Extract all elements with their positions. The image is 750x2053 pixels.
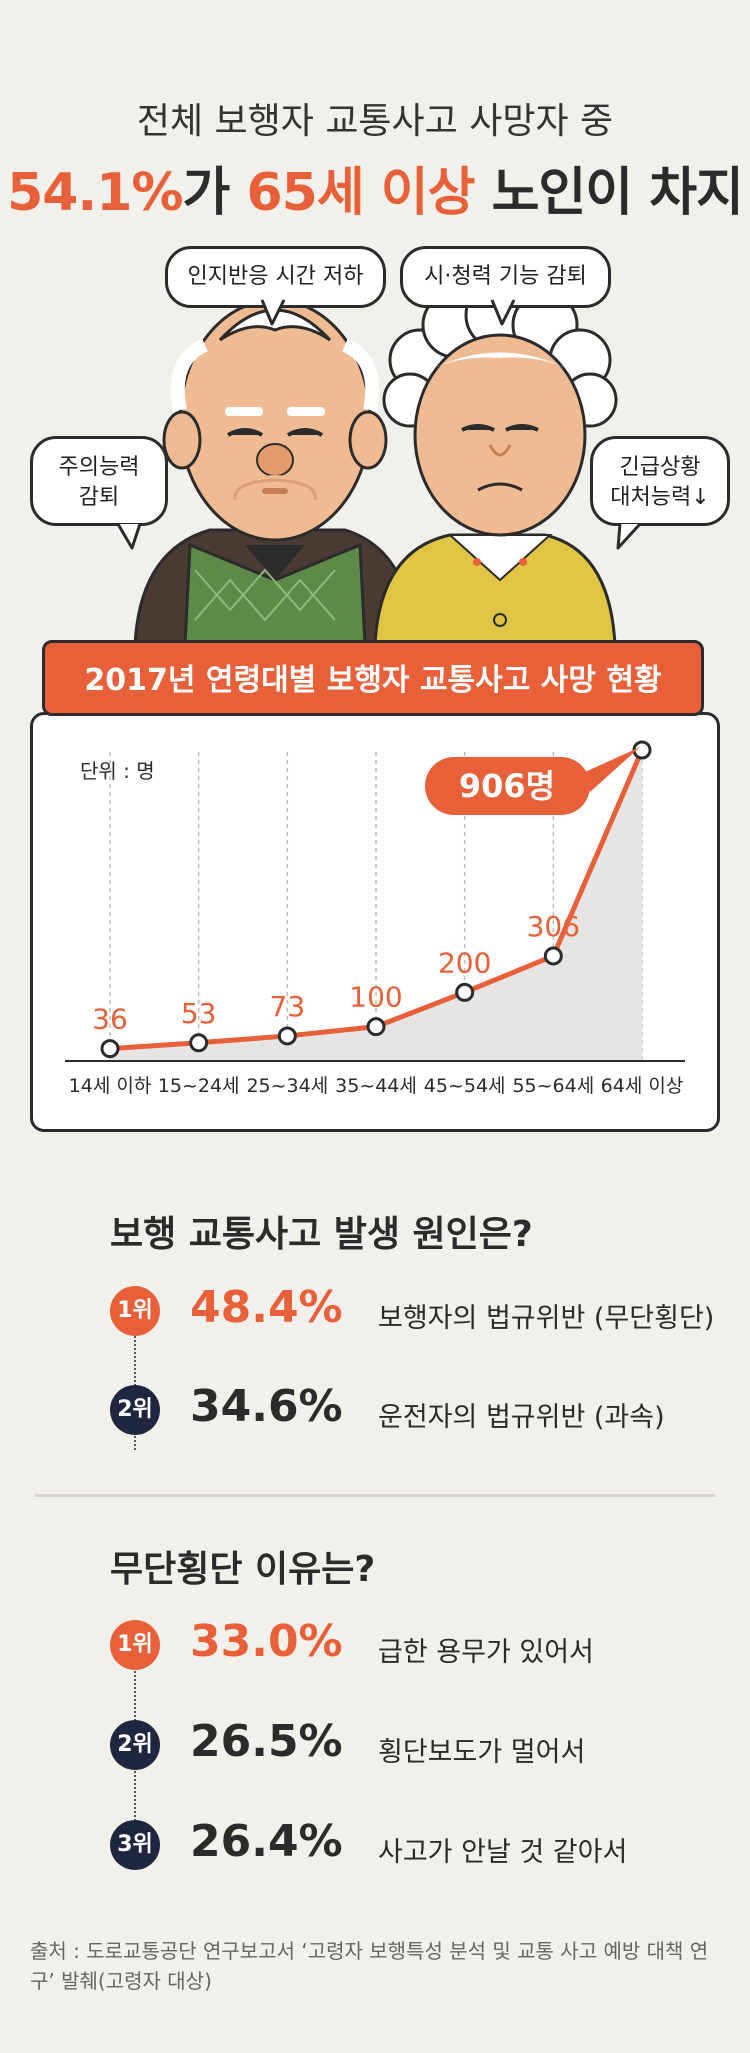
rank-description: 운전자의 법규위반 (과속) [378,1402,665,1433]
rank-description: 급한 용무가 있어서 [378,1637,594,1668]
data-point [455,982,475,1002]
elderly-couple-illustration [133,279,618,647]
rank-description: 사고가 안날 것 같아서 [378,1837,628,1868]
cause-rank-2: 2위 34.6% 운전자의 법규위반 (과속) [0,1375,750,1445]
data-label: 306 [527,910,580,943]
bubble-emergency: 긴급상황 대처능력↓ [590,436,730,526]
cause-title: 보행 교통사고 발생 원인은? [110,1214,533,1255]
rank-badge: 2위 [110,1720,160,1770]
data-point [543,946,563,966]
x-tick-label: 25~34세 [246,1075,328,1097]
data-label: 36 [92,1003,128,1036]
rank-badge: 1위 [110,1286,160,1336]
series-area [110,750,642,1061]
highlight-value: 906명 [459,767,555,805]
rank-description: 보행자의 법규위반 (무단횡단) [378,1303,715,1334]
headline-age: 65세 이상 [246,163,475,223]
rank-percent: 26.5% [190,1716,343,1767]
data-point [100,1039,120,1059]
chart-title-banner: 2017년 연령대별 보행자 교통사고 사망 현황 [42,640,704,716]
rank-percent: 48.4% [190,1282,343,1333]
headline-rest: 노인이 차지 [474,163,744,223]
section-divider [35,1494,715,1497]
line-chart: 36 53 73 100 200 306 14세 이하 15~24세 25~34세 35~44세… [65,740,685,1097]
rank-percent: 34.6% [190,1381,343,1432]
x-tick-label: 14세 이하 [69,1075,152,1097]
bubble-sight: 시·청력 기능 감퇴 [400,246,611,308]
bubble-emergency-line1: 긴급상황 [619,455,701,480]
x-tick-label: 15~24세 [158,1075,240,1097]
headline-ga: 가 [182,163,247,223]
data-point [366,1017,386,1037]
x-tick-label: 35~44세 [335,1075,417,1097]
data-label: 53 [181,997,217,1030]
rank-badge: 1위 [110,1620,160,1670]
data-label: 73 [270,990,306,1023]
reason-rank-2: 2위 26.5% 횡단보도가 멀어서 [0,1710,750,1780]
bubble-attention-line1: 주의능력 [58,455,140,480]
rank-description: 횡단보도가 멀어서 [378,1737,586,1768]
bubble-attention: 주의능력 감퇴 [30,436,168,526]
chart-unit-label: 단위 : 명 [80,759,155,783]
headline-line2: 54.1%가 65세 이상 노인이 차지 [0,150,750,225]
x-tick-label: 64세 이상 [601,1075,684,1097]
headline-line1: 전체 보행자 교통사고 사망자 중 [136,101,614,142]
reason-rank-3: 3위 26.4% 사고가 안날 것 같아서 [0,1810,750,1880]
cause-rank-1: 1위 48.4% 보행자의 법규위반 (무단횡단) [0,1276,750,1346]
data-label: 100 [349,981,402,1014]
data-label: 200 [438,946,491,979]
rank-badge: 3위 [110,1820,160,1870]
rank-badge: 2위 [110,1385,160,1435]
rank-percent: 33.0% [190,1616,343,1667]
rank-percent: 26.4% [190,1816,343,1867]
bubble-emergency-line2: 대처능력↓ [610,485,710,510]
data-point [189,1033,209,1053]
highlight-callout: 906명 [425,747,640,815]
source-note: 출처 : 도로교통공단 연구보고서 ‘고령자 보행특성 분석 및 교통 사고 예… [30,1939,709,1993]
reason-title: 무단횡단 이유는? [110,1549,376,1590]
bubble-tails [116,299,642,550]
headline-percent: 54.1% [7,163,183,223]
x-tick-label: 45~54세 [424,1075,506,1097]
x-tick-label: 55~64세 [512,1075,594,1097]
reason-rank-1: 1위 33.0% 급한 용무가 있어서 [0,1610,750,1680]
data-point [277,1026,297,1046]
bubble-attention-line2: 감퇴 [78,485,120,510]
